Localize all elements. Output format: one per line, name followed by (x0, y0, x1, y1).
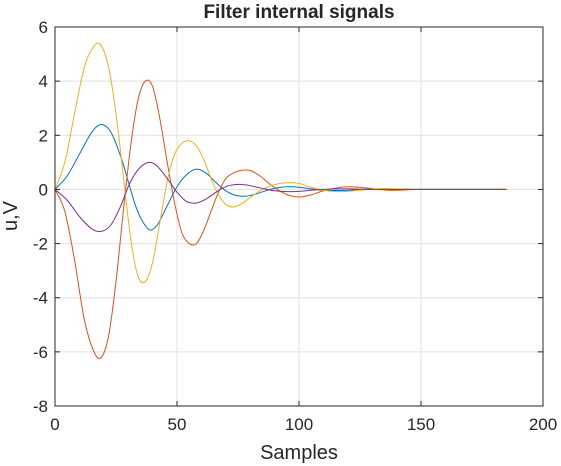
x-tick-label: 100 (285, 415, 313, 434)
y-tick-label: -8 (33, 397, 48, 416)
series-line-2 (54, 79, 507, 359)
y-tick-label: 6 (39, 18, 48, 37)
y-tick-label: -6 (33, 343, 48, 362)
y-tick-label: 2 (39, 126, 48, 145)
series-group (54, 42, 507, 359)
series-line-4 (54, 161, 507, 233)
tick-labels: 0 50 100 150 200 -8 -6 -4 -2 0 2 4 6 (33, 18, 557, 434)
y-tick-label: 0 (39, 180, 48, 199)
y-tick-label: -2 (33, 235, 48, 254)
y-tick-label: 4 (39, 72, 48, 91)
series-line-3 (54, 42, 507, 284)
x-tick-label: 0 (50, 415, 59, 434)
chart-title: Filter internal signals (203, 2, 394, 23)
tick-marks (54, 26, 544, 407)
y-axis-label: u,V (0, 200, 22, 231)
y-tick-label: -4 (33, 289, 48, 308)
x-axis-label: Samples (260, 442, 338, 464)
x-tick-label: 200 (529, 415, 557, 434)
x-tick-label: 50 (168, 415, 187, 434)
x-tick-label: 150 (407, 415, 435, 434)
